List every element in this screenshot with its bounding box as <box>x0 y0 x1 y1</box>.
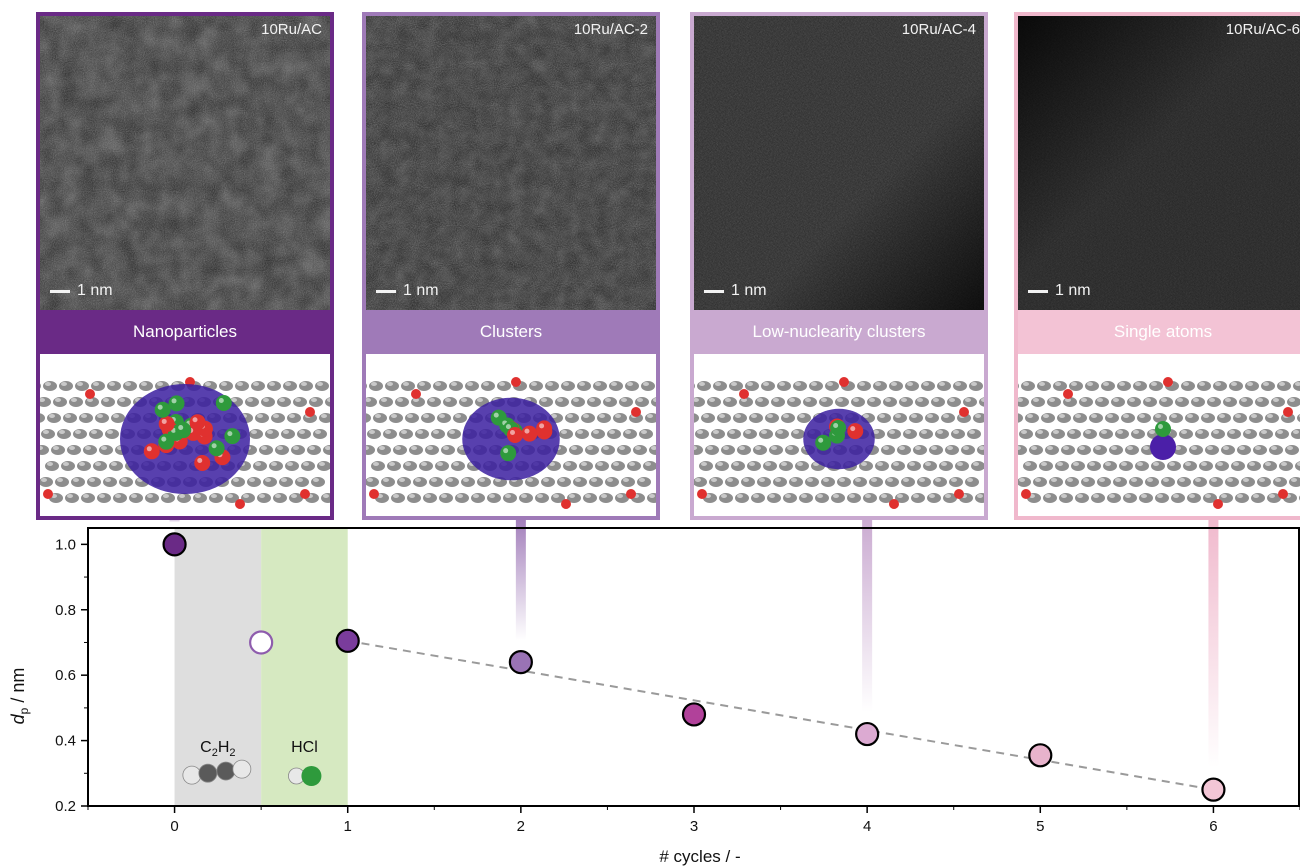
c2h2-molecule-icon <box>182 759 252 785</box>
data-point <box>335 628 360 653</box>
panel-single-atoms: 10Ru/AC-6 1 nm Single atoms <box>1014 12 1300 520</box>
x-tick-label: 6 <box>1209 818 1217 835</box>
x-tick-label: 2 <box>517 818 525 835</box>
x-tick-label: 5 <box>1036 818 1044 835</box>
x-tick-label: 1 <box>344 818 352 835</box>
panel-clusters: 10Ru/AC-2 1 nm Clusters <box>362 12 660 520</box>
scale-bar-label: 1 nm <box>77 282 113 299</box>
micrograph-image: 10Ru/AC-2 1 nm <box>366 16 656 310</box>
scale-bar: 1 nm <box>704 282 767 300</box>
x-tick-label: 3 <box>690 818 698 835</box>
x-axis-label: # cycles / - <box>659 847 740 866</box>
sample-label: 10Ru/AC <box>261 21 322 38</box>
y-tick-label: 1.0 <box>55 536 76 553</box>
sample-label: 10Ru/AC-4 <box>901 21 976 38</box>
nanoparticle-model <box>40 354 330 516</box>
category-label: Clusters <box>366 310 656 354</box>
category-label: Low-nuclearity clusters <box>694 310 984 354</box>
y-axis-label: dp / nm <box>8 668 31 725</box>
scale-bar-label: 1 nm <box>731 282 767 299</box>
category-label: Nanoparticles <box>40 310 330 354</box>
micrograph-image: 10Ru/AC 1 nm <box>40 16 330 310</box>
hcl-molecule-icon <box>288 766 322 786</box>
data-point <box>508 649 533 675</box>
connector-bar <box>169 520 180 523</box>
scale-bar: 1 nm <box>1028 282 1091 300</box>
sample-label: 10Ru/AC-2 <box>573 21 648 38</box>
connector-bar <box>862 520 873 713</box>
x-tick-label: 0 <box>170 818 178 835</box>
c2h2-label: C2H2 <box>200 739 235 759</box>
scale-bar-label: 1 nm <box>403 282 439 299</box>
single-atom-model <box>1018 354 1300 516</box>
scale-bar-line <box>1028 289 1048 293</box>
y-tick-label: 0.6 <box>55 667 76 684</box>
data-point <box>1201 777 1226 802</box>
panel-low-nuclearity-clusters: 10Ru/AC-4 1 nm Low-nuclearity clusters <box>690 12 988 520</box>
panel-nanoparticles: 10Ru/AC 1 nm Nanoparticles <box>36 12 334 520</box>
x-tick-label: 4 <box>863 818 871 835</box>
scale-bar: 1 nm <box>376 282 439 300</box>
scale-bar-label: 1 nm <box>1055 282 1091 299</box>
scale-bar-line <box>50 289 70 293</box>
scale-bar-line <box>704 289 724 293</box>
sample-label: 10Ru/AC-6 <box>1225 21 1300 38</box>
connector-bar <box>515 520 526 641</box>
particle-size-chart: 0 1 2 3 4 5 6 0.2 0.4 0.6 0.8 1.0 C2H2 HCl # cycles … <box>8 520 1300 866</box>
low-nuclearity-cluster-model <box>694 354 984 516</box>
data-point-hollow <box>249 630 274 655</box>
c2h2-region <box>174 528 262 806</box>
y-tick-label: 0.8 <box>55 602 76 619</box>
hcl-label: HCl <box>291 739 318 756</box>
category-label: Single atoms <box>1018 310 1300 354</box>
data-point <box>855 721 880 747</box>
data-point <box>681 702 707 727</box>
scale-bar: 1 nm <box>50 282 113 300</box>
y-tick-label: 0.4 <box>55 733 76 750</box>
micrograph-image: 10Ru/AC-6 1 nm <box>1018 16 1300 310</box>
data-point <box>1028 743 1053 768</box>
scale-bar-line <box>376 289 396 293</box>
data-point <box>162 532 187 557</box>
y-tick-label: 0.2 <box>55 798 76 815</box>
hcl-region <box>261 528 348 806</box>
micrograph-image: 10Ru/AC-4 1 nm <box>694 16 984 310</box>
cluster-model <box>366 354 656 516</box>
trend-line <box>347 639 1214 791</box>
connector-bar <box>1208 520 1219 768</box>
